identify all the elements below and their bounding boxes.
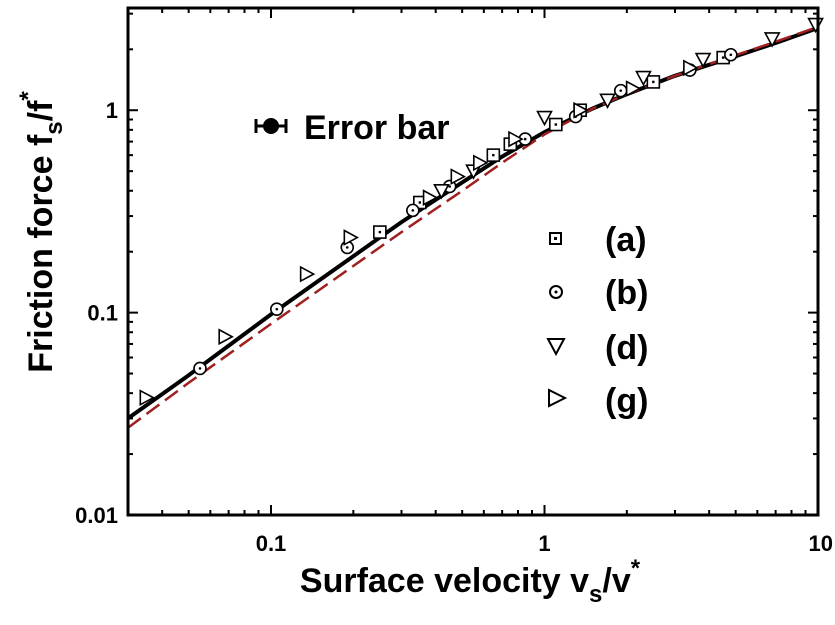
- triangle-down-point: [433, 183, 450, 200]
- square-marker-icon-dot: [554, 237, 557, 240]
- triangle-down-point: [635, 70, 652, 87]
- error-bar-dot: [263, 118, 279, 134]
- triangle-right-point: [508, 130, 524, 148]
- triangle-right-point: [683, 59, 699, 77]
- y-axis-title: Friction force fs/f*: [15, 91, 68, 373]
- x-tick-label: 0.1: [256, 531, 287, 556]
- dashed-fit-curve: [127, 25, 819, 429]
- legend-label-a: (a): [605, 221, 647, 259]
- triangle-right-point: [139, 389, 155, 407]
- circle-point-dot: [619, 89, 623, 92]
- legend-label-b: (b): [605, 274, 648, 312]
- x-axis-title-sup: *: [631, 555, 641, 582]
- square-point-dot: [554, 123, 558, 126]
- legend-label-d: (d): [605, 329, 648, 367]
- triangle-right-point: [299, 265, 316, 283]
- triangle-right-point: [473, 154, 489, 172]
- legend-item-a: (a): [549, 221, 647, 259]
- circle-point-dot: [448, 185, 451, 188]
- legend-item-b: (b): [549, 274, 648, 312]
- square-point-dot: [652, 80, 655, 84]
- legend: (a) (b) (d) (g): [546, 221, 648, 420]
- triangle-right-point: [422, 189, 439, 206]
- square-point-dot: [721, 56, 725, 59]
- y-tick-label: 1: [106, 98, 118, 123]
- triangle-right-point: [343, 229, 360, 246]
- axis-ticks: 0.1 1 10 0.01 0.1 1: [75, 8, 833, 556]
- circle-point-dot: [345, 246, 349, 249]
- y-axis-title-mid: /f: [22, 100, 60, 121]
- y-axis-title-sup: *: [15, 91, 42, 101]
- triangle-right-point: [625, 80, 642, 97]
- plot-frame: [126, 6, 820, 517]
- x-axis-title-sub: s: [589, 581, 602, 608]
- circle-point-dot: [198, 367, 202, 370]
- triangle-down-marker-icon: [546, 338, 566, 357]
- y-axis-title-sub: s: [41, 121, 68, 134]
- x-axis-title: Surface velocity vs/v*: [300, 555, 641, 608]
- circle-point-dot: [275, 307, 279, 311]
- y-tick-label: 0.01: [75, 503, 118, 528]
- triangle-right-point: [218, 328, 234, 346]
- data-points: [139, 17, 824, 407]
- square-point-dot: [378, 230, 382, 234]
- square-point-dot: [492, 153, 495, 157]
- solid-fit-curve: [126, 26, 819, 421]
- circle-marker-icon: [549, 285, 563, 299]
- legend-label-g: (g): [605, 382, 648, 420]
- y-axis-title-main: Friction force f: [22, 134, 60, 373]
- fit-curves: [126, 25, 819, 429]
- x-axis-title-mid: /v: [602, 562, 630, 600]
- error-bar-label: Error bar: [304, 109, 450, 147]
- triangle-right-point: [573, 101, 589, 119]
- triangle-right-point: [450, 168, 467, 185]
- circle-point-dot: [523, 137, 527, 141]
- circle-point-dot: [411, 209, 415, 212]
- x-axis-title-main: Surface velocity v: [300, 562, 589, 600]
- x-tick-label: 1: [538, 531, 550, 556]
- square-point-dot: [418, 201, 422, 204]
- y-tick-label: 0.1: [87, 301, 118, 326]
- legend-item-d: (d): [546, 329, 648, 367]
- triangle-down-point: [763, 32, 781, 48]
- circle-point-dot: [729, 53, 733, 57]
- legend-item-g: (g): [548, 382, 648, 420]
- triangle-down-point: [694, 52, 712, 69]
- triangle-down-point: [599, 93, 616, 109]
- triangle-down-point: [536, 110, 553, 127]
- x-tick-label: 10: [809, 531, 833, 556]
- square-marker-icon: [549, 232, 562, 245]
- triangle-right-marker-icon: [548, 388, 568, 408]
- circle-marker-icon-dot: [554, 290, 558, 294]
- error-bar-annotation: Error bar: [254, 109, 450, 147]
